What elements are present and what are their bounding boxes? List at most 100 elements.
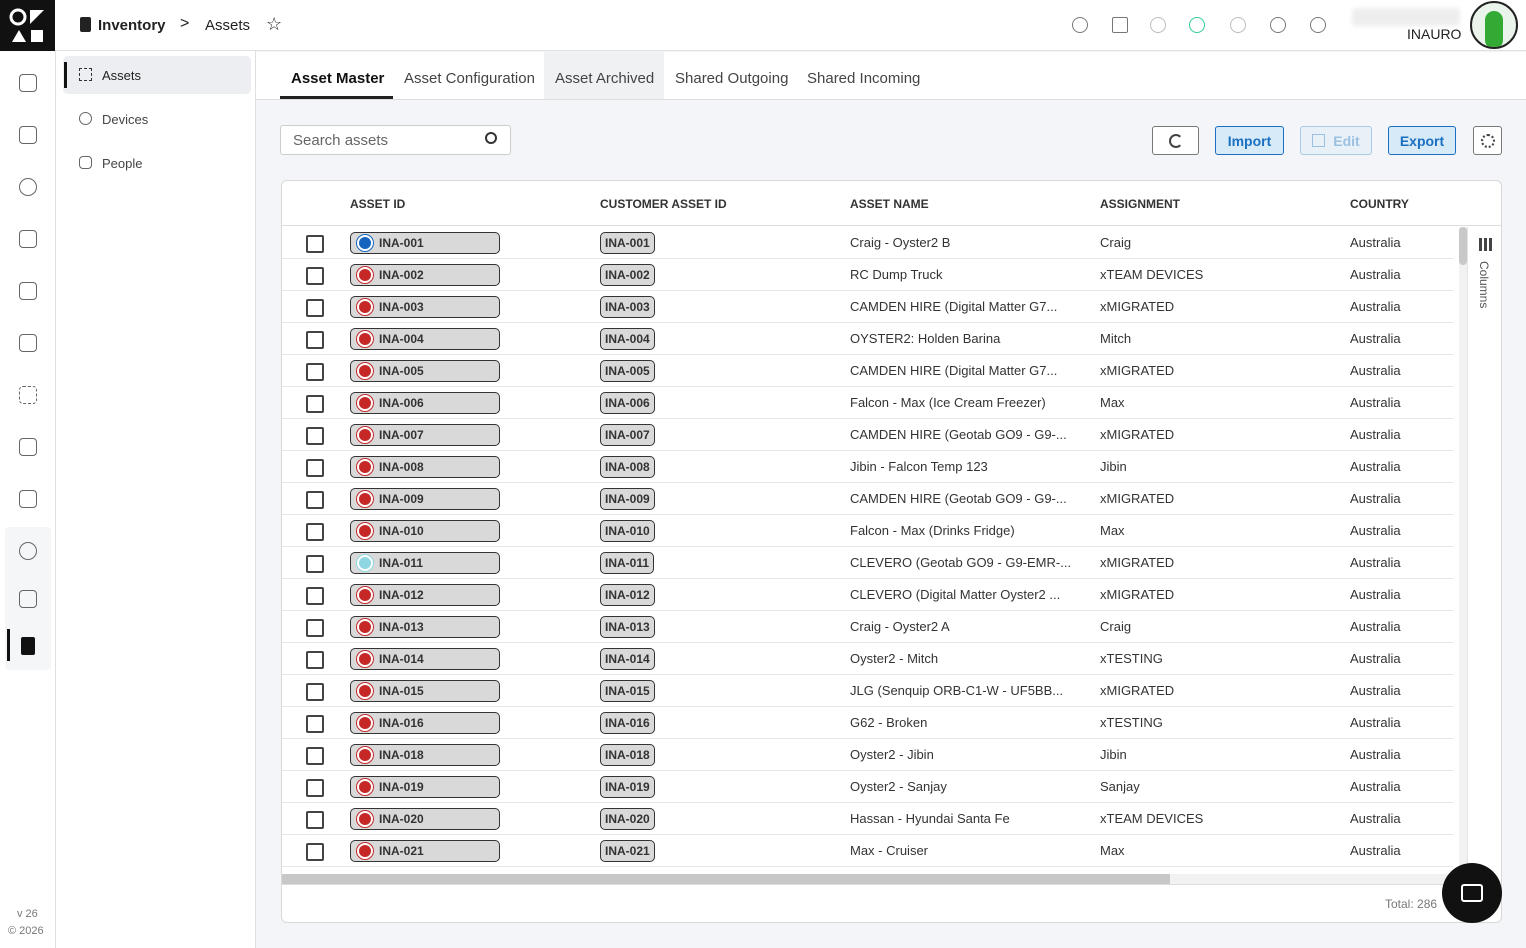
transfer-icon[interactable] [1150, 17, 1166, 33]
search-button[interactable] [485, 132, 497, 144]
asset-icon [357, 459, 373, 475]
favorite-star[interactable]: ☆ [266, 14, 283, 34]
row-checkbox[interactable] [306, 555, 324, 573]
table-row[interactable]: INA-008 INA-008 Jibin - Falcon Temp 123 Jib… [282, 451, 1453, 483]
table-row[interactable]: INA-021 INA-021 Max - Cruiser Max Australia [282, 835, 1453, 867]
table-row[interactable]: INA-005 INA-005 CAMDEN HIRE (Digital Matte… [282, 355, 1453, 387]
table-row[interactable]: INA-006 INA-006 Falcon - Max (Ice Cream Fr… [282, 387, 1453, 419]
table-row[interactable]: INA-009 INA-009 CAMDEN HIRE (Geotab GO9 - … [282, 483, 1453, 515]
logo-mark [9, 8, 44, 42]
import-button[interactable]: Import [1215, 126, 1284, 155]
row-checkbox[interactable] [306, 299, 324, 317]
h-scroll-thumb[interactable] [282, 874, 1170, 884]
tab[interactable]: Asset Configuration [404, 70, 535, 87]
refresh-button[interactable] [1152, 126, 1199, 155]
row-checkbox[interactable] [306, 619, 324, 637]
row-checkbox[interactable] [306, 779, 324, 797]
search-box[interactable] [280, 125, 511, 155]
assignment: xMIGRATED [1100, 363, 1175, 378]
table-row[interactable]: INA-013 INA-013 Craig - Oyster2 A Craig Aust… [282, 611, 1453, 643]
user-name[interactable]: INAURO [1407, 26, 1462, 42]
nav-search[interactable] [19, 178, 37, 196]
nav-home[interactable] [19, 74, 37, 92]
row-checkbox[interactable] [306, 395, 324, 413]
avatar[interactable] [1470, 1, 1518, 49]
table-row[interactable]: INA-002 INA-002 RC Dump Truck xTEAM DEVICES… [282, 259, 1453, 291]
table-row[interactable]: INA-014 INA-014 Oyster2 - Mitch xTESTING Aus… [282, 643, 1453, 675]
nav-reports[interactable] [19, 334, 37, 352]
v-scroll-thumb[interactable] [1459, 227, 1467, 265]
nav-people[interactable] [19, 542, 37, 560]
logo[interactable] [0, 0, 55, 51]
sub-nav-item[interactable]: People [102, 156, 143, 171]
asset-name: Oyster2 - Sanjay [850, 779, 947, 794]
feed-icon[interactable] [1189, 17, 1205, 33]
column-header[interactable]: ASSIGNMENT [1100, 197, 1181, 211]
tab[interactable]: Asset Archived [555, 70, 655, 87]
assignment: Jibin [1100, 459, 1127, 474]
nav-dashboard[interactable] [19, 230, 37, 248]
table-row[interactable]: INA-018 INA-018 Oyster2 - Jibin Jibin Austra… [282, 739, 1453, 771]
nav-devices[interactable] [19, 126, 37, 144]
columns-icon[interactable] [1479, 238, 1492, 251]
column-header[interactable]: ASSET ID [350, 197, 406, 211]
row-checkbox[interactable] [306, 235, 324, 253]
settings-button[interactable] [1473, 126, 1502, 155]
nav-tree[interactable] [19, 490, 37, 508]
row-checkbox[interactable] [306, 587, 324, 605]
table-row[interactable]: INA-010 INA-010 Falcon - Max (Drinks Fridg… [282, 515, 1453, 547]
table-row[interactable]: INA-003 INA-003 CAMDEN HIRE (Digital Matte… [282, 291, 1453, 323]
columns-panel-label[interactable]: Columns [1477, 261, 1491, 309]
customer-asset-id: INA-003 [600, 296, 655, 318]
breadcrumb-root[interactable]: Inventory [98, 17, 166, 34]
theme-icon[interactable] [1230, 17, 1246, 33]
table-row[interactable]: INA-004 INA-004 OYSTER2: Holden Barina Mitc… [282, 323, 1453, 355]
table-row[interactable]: INA-016 INA-016 G62 - Broken xTESTING Austra… [282, 707, 1453, 739]
export-button[interactable]: Export [1388, 126, 1456, 155]
sub-nav-item[interactable]: Assets [102, 68, 142, 83]
chat-button[interactable] [1442, 863, 1502, 923]
row-checkbox[interactable] [306, 811, 324, 829]
row-checkbox[interactable] [306, 715, 324, 733]
filter-icon[interactable] [1112, 17, 1128, 33]
row-checkbox[interactable] [306, 523, 324, 541]
row-checkbox[interactable] [306, 651, 324, 669]
search-icon[interactable] [1072, 17, 1088, 33]
table-row[interactable]: INA-007 INA-007 CAMDEN HIRE (Geotab GO9 - … [282, 419, 1453, 451]
column-header[interactable]: COUNTRY [1350, 197, 1409, 211]
table-row[interactable]: INA-015 INA-015 JLG (Senquip ORB-C1-W - UF… [282, 675, 1453, 707]
asset-id: INA-011 [379, 556, 424, 570]
asset-icon [357, 779, 373, 795]
table-row[interactable]: INA-001 INA-001 Craig - Oyster2 B Craig Aust… [282, 227, 1453, 259]
nav-frame[interactable] [19, 438, 37, 456]
column-header[interactable]: CUSTOMER ASSET ID [600, 197, 727, 211]
sub-nav-active [63, 56, 251, 94]
table-row[interactable]: INA-012 INA-012 CLEVERO (Digital Matter Oy… [282, 579, 1453, 611]
column-header[interactable]: ASSET NAME [850, 197, 929, 211]
customer-asset-id: INA-015 [600, 680, 655, 702]
row-checkbox[interactable] [306, 363, 324, 381]
nav-laptop[interactable] [19, 590, 37, 608]
row-checkbox[interactable] [306, 459, 324, 477]
history-icon[interactable] [1310, 17, 1326, 33]
row-checkbox[interactable] [306, 267, 324, 285]
table-row[interactable]: INA-011 INA-011 CLEVERO (Geotab GO9 - G9-E… [282, 547, 1453, 579]
row-checkbox[interactable] [306, 747, 324, 765]
tab[interactable]: Shared Outgoing [675, 70, 789, 87]
row-checkbox[interactable] [306, 843, 324, 861]
inventory-icon [80, 17, 91, 32]
info-icon[interactable] [1270, 17, 1286, 33]
row-checkbox[interactable] [306, 683, 324, 701]
nav-inventory[interactable] [21, 637, 35, 655]
nav-camera[interactable] [19, 282, 37, 300]
row-checkbox[interactable] [306, 331, 324, 349]
table-row[interactable]: INA-019 INA-019 Oyster2 - Sanjay Sanjay Aust… [282, 771, 1453, 803]
tab[interactable]: Shared Incoming [807, 70, 921, 87]
tab[interactable]: Asset Master [291, 70, 385, 87]
nav-zones[interactable] [19, 386, 37, 404]
row-checkbox[interactable] [306, 491, 324, 509]
table-row[interactable]: INA-020 INA-020 Hassan - Hyundai Santa Fe x… [282, 803, 1453, 835]
asset-icon [357, 331, 373, 347]
sub-nav-item[interactable]: Devices [102, 112, 149, 127]
row-checkbox[interactable] [306, 427, 324, 445]
